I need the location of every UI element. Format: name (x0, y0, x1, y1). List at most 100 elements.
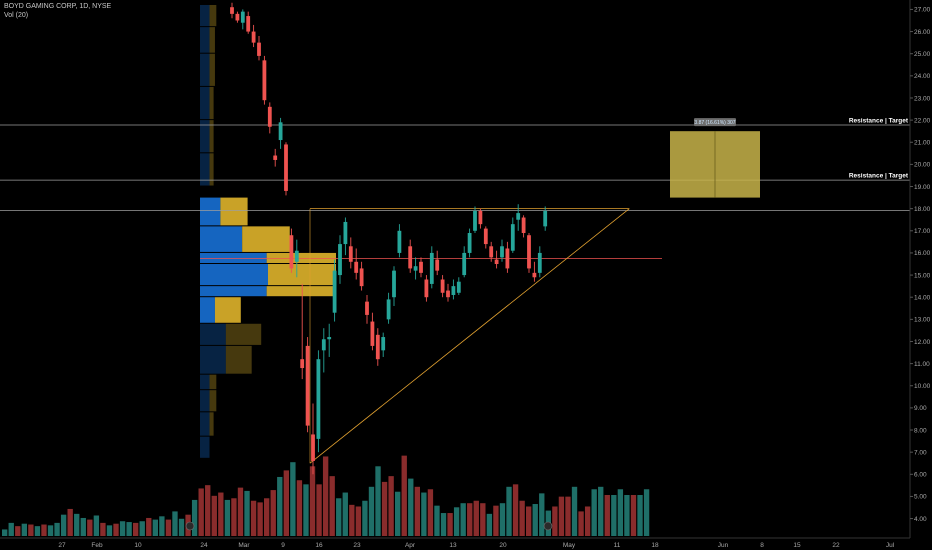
volume-bar (21, 523, 27, 536)
volume-bar (303, 484, 309, 536)
x-tick-label: 13 (449, 542, 457, 549)
profile-bar-blue (200, 53, 210, 86)
candle-down (483, 228, 488, 245)
y-tick-label: 19.00 (914, 184, 931, 191)
x-tick-label: 16 (315, 542, 323, 549)
volume-bar (630, 495, 637, 536)
candle-down (521, 217, 526, 234)
volume-bar (211, 495, 217, 536)
y-tick-label: 26.00 (914, 29, 931, 36)
volume-bar (113, 523, 119, 536)
volume-bar (578, 511, 584, 536)
candle-down (408, 246, 413, 269)
volume-indicator-label: Vol (20) (4, 12, 29, 19)
volume-bar (316, 484, 322, 536)
candle-up (462, 252, 467, 276)
candle-up (321, 339, 326, 351)
volume-bar (133, 522, 139, 536)
time-axis: 27 Feb 10 24 Mar 9 16 23 Apr 13 20 May 11 18 Jun 8 15 22 J… (0, 537, 910, 549)
candle-down (494, 259, 499, 264)
profile-bar-gold (209, 374, 217, 390)
volume-bar (453, 507, 460, 536)
volume-bar (224, 499, 231, 536)
price-axis-bg (910, 0, 932, 550)
candle-down (235, 13, 240, 21)
candle-up (543, 210, 548, 227)
volume-bar (493, 505, 499, 536)
volume-bar (8, 522, 14, 536)
volume-bar (87, 519, 93, 536)
candle-down (284, 144, 288, 191)
volume-bar (172, 511, 178, 536)
volume-bar (611, 495, 617, 536)
volume-bar (119, 521, 126, 536)
y-tick-label: 9.00 (914, 405, 927, 412)
candle-up (278, 122, 283, 141)
x-tick-label: Jul (886, 542, 895, 549)
volume-bar (401, 455, 407, 536)
profile-bar-gold (266, 286, 335, 297)
candle-up (516, 213, 521, 220)
y-tick-label: 25.00 (914, 51, 931, 58)
volume-bar (637, 495, 643, 536)
candle-down (478, 210, 483, 225)
candle-up (429, 252, 434, 284)
volume-bar (54, 522, 60, 536)
volume-bar (558, 496, 565, 536)
y-tick-label: 22.00 (914, 117, 931, 124)
y-tick-label: 23.00 (914, 95, 931, 102)
volume-bar (296, 480, 303, 536)
profile-bar-gold (209, 86, 214, 120)
profile-bar-gold (220, 197, 248, 226)
profile-bar-blue (200, 412, 210, 436)
volume-bar (395, 491, 401, 536)
candle-up (413, 266, 418, 271)
volume-bar (539, 493, 545, 536)
volume-bar (486, 513, 493, 536)
volume-bar (624, 495, 630, 536)
candle-up (381, 337, 386, 351)
profile-bar-blue (200, 345, 226, 374)
earnings-badge[interactable] (185, 521, 195, 531)
candle-down (230, 7, 234, 14)
earnings-badge[interactable] (543, 521, 553, 531)
volume-bar (512, 484, 519, 536)
y-tick-label: 17.00 (914, 228, 931, 235)
profile-bar-gold (242, 226, 290, 252)
y-tick-label: 5.00 (914, 494, 927, 501)
candle-down (359, 268, 364, 287)
volume-bar (264, 498, 270, 536)
volume-bar (499, 503, 506, 536)
volume-bar (349, 504, 355, 536)
candle-up (294, 250, 299, 262)
profile-bar-gold (266, 252, 336, 263)
price-axis: 4.00 5.00 6.00 7.00 8.00 9.00 10.00 11.00 12.00 1… (909, 0, 932, 550)
volume-bar (375, 466, 381, 536)
candle-down (446, 290, 450, 298)
profile-bar-blue (200, 86, 210, 120)
candle-down (273, 155, 278, 160)
y-tick-label: 14.00 (914, 295, 931, 302)
candle-down (257, 42, 261, 56)
profile-bar-blue (200, 252, 267, 263)
profile-bar-gold (268, 264, 336, 286)
x-tick-label: 11 (614, 542, 621, 549)
candle-down (348, 246, 353, 262)
volume-bar (60, 514, 67, 536)
profile-bar-blue (200, 286, 267, 297)
candle-down (489, 246, 494, 258)
y-tick-label: 8.00 (914, 427, 927, 434)
candle-up (332, 270, 337, 313)
candle-down (267, 106, 272, 127)
candle-up (473, 210, 477, 231)
profile-bar-blue (200, 390, 210, 412)
x-tick-label: 18 (651, 542, 659, 549)
x-tick-label: Feb (91, 542, 103, 549)
profile-bar-blue (200, 197, 221, 226)
profile-bar-gold (209, 153, 214, 186)
volume-bar (283, 470, 289, 536)
x-tick-label: Mar (238, 542, 250, 549)
x-tick-label: 8 (760, 542, 764, 549)
candle-up (338, 244, 342, 276)
